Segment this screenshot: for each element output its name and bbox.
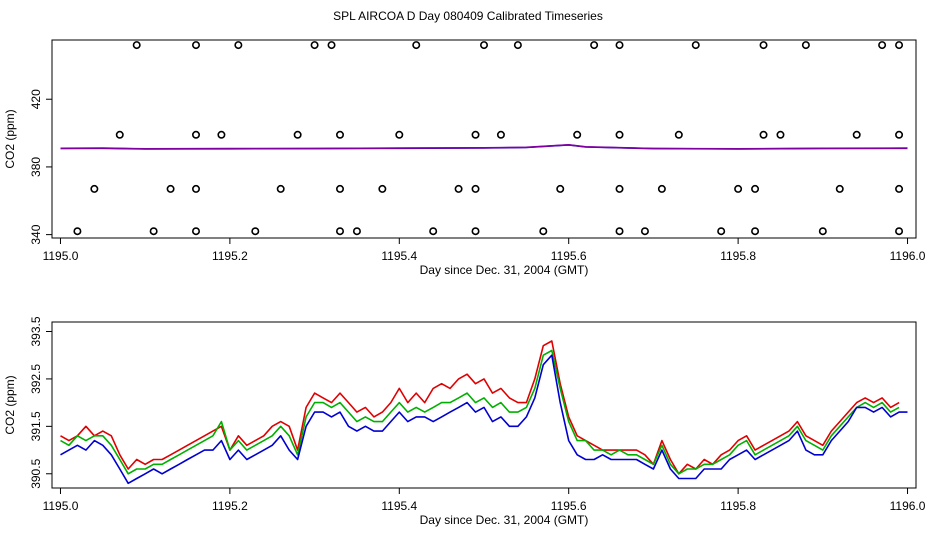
data-point xyxy=(759,130,768,139)
y-axis-title: CO2 (ppm) xyxy=(3,375,17,434)
data-point xyxy=(234,41,243,50)
x-tick-label: 1196.0 xyxy=(890,499,926,513)
series-line-blue xyxy=(60,354,908,485)
data-point xyxy=(895,130,904,139)
data-point xyxy=(73,227,82,236)
data-point xyxy=(166,184,175,193)
x-tick-label: 1195.4 xyxy=(381,499,417,513)
data-point xyxy=(556,184,565,193)
y-tick-label: 393.5 xyxy=(29,316,43,346)
data-point xyxy=(496,130,505,139)
data-point xyxy=(352,227,361,236)
data-point xyxy=(895,227,904,236)
y-tick-label: 392.5 xyxy=(29,364,43,394)
x-tick-label: 1195.6 xyxy=(551,499,587,513)
data-point xyxy=(310,41,319,50)
data-point xyxy=(640,227,649,236)
series-line-purple xyxy=(60,144,908,150)
data-point xyxy=(878,41,887,50)
data-point xyxy=(818,227,827,236)
data-point xyxy=(454,184,463,193)
data-point xyxy=(471,227,480,236)
data-point xyxy=(192,41,201,50)
x-tick-label: 1195.2 xyxy=(212,499,248,513)
data-point xyxy=(895,184,904,193)
y-tick-label: 340 xyxy=(29,224,43,244)
series-line-red xyxy=(60,340,900,475)
y-tick-label: 391.5 xyxy=(29,411,43,441)
data-point xyxy=(479,41,488,50)
data-point xyxy=(657,184,666,193)
top-panel: 1195.0 1195.2 1195.4 1195.6 1195.8 1196.0 340 3… xyxy=(3,39,926,277)
data-point xyxy=(615,227,624,236)
data-point xyxy=(615,41,624,50)
data-point xyxy=(674,130,683,139)
data-point xyxy=(691,41,700,50)
data-point xyxy=(149,227,158,236)
data-point xyxy=(513,41,522,50)
data-point xyxy=(471,130,480,139)
data-point xyxy=(539,227,548,236)
data-point xyxy=(615,184,624,193)
data-point xyxy=(835,184,844,193)
data-point xyxy=(327,41,336,50)
data-point xyxy=(573,130,582,139)
data-point xyxy=(335,184,344,193)
plot-frame xyxy=(51,39,917,239)
data-point xyxy=(192,184,201,193)
y-tick-label: 420 xyxy=(29,89,43,109)
chart-title: SPL AIRCOA D Day 080409 Calibrated Times… xyxy=(333,9,603,23)
data-point xyxy=(852,130,861,139)
x-tick-label: 1195.0 xyxy=(43,499,79,513)
data-point xyxy=(801,41,810,50)
data-point xyxy=(90,184,99,193)
data-point xyxy=(734,184,743,193)
data-point xyxy=(429,227,438,236)
y-tick-label: 380 xyxy=(29,157,43,177)
data-point xyxy=(335,130,344,139)
data-point xyxy=(115,130,124,139)
data-point xyxy=(615,130,624,139)
x-axis-title: Day since Dec. 31, 2004 (GMT) xyxy=(420,513,589,527)
x-tick-label: 1195.8 xyxy=(720,499,756,513)
series-line-green xyxy=(60,349,900,475)
data-point xyxy=(471,184,480,193)
y-axis-title: CO2 (ppm) xyxy=(3,109,17,168)
data-point xyxy=(335,227,344,236)
x-axis-title: Day since Dec. 31, 2004 (GMT) xyxy=(420,263,589,277)
data-point xyxy=(192,130,201,139)
bottom-panel: 1195.0 1195.2 1195.4 1195.6 1195.8 1196.0 390.… xyxy=(3,316,926,527)
data-point xyxy=(751,227,760,236)
data-point xyxy=(717,227,726,236)
data-point xyxy=(217,130,226,139)
x-tick-label: 1196.0 xyxy=(890,249,926,263)
data-point xyxy=(192,227,201,236)
data-point xyxy=(590,41,599,50)
plot-frame xyxy=(51,321,917,489)
data-point xyxy=(276,184,285,193)
data-point xyxy=(293,130,302,139)
y-tick-label: 390.5 xyxy=(29,458,43,488)
data-point xyxy=(895,41,904,50)
x-tick-label: 1195.4 xyxy=(381,249,417,263)
data-point xyxy=(776,130,785,139)
data-point xyxy=(132,41,141,50)
data-point xyxy=(251,227,260,236)
data-point xyxy=(759,41,768,50)
x-tick-label: 1195.2 xyxy=(212,249,248,263)
data-point xyxy=(395,130,404,139)
x-tick-label: 1195.6 xyxy=(551,249,587,263)
data-point xyxy=(751,184,760,193)
x-tick-label: 1195.0 xyxy=(43,249,79,263)
x-tick-label: 1195.8 xyxy=(720,249,756,263)
data-point xyxy=(412,41,421,50)
data-point xyxy=(378,184,387,193)
